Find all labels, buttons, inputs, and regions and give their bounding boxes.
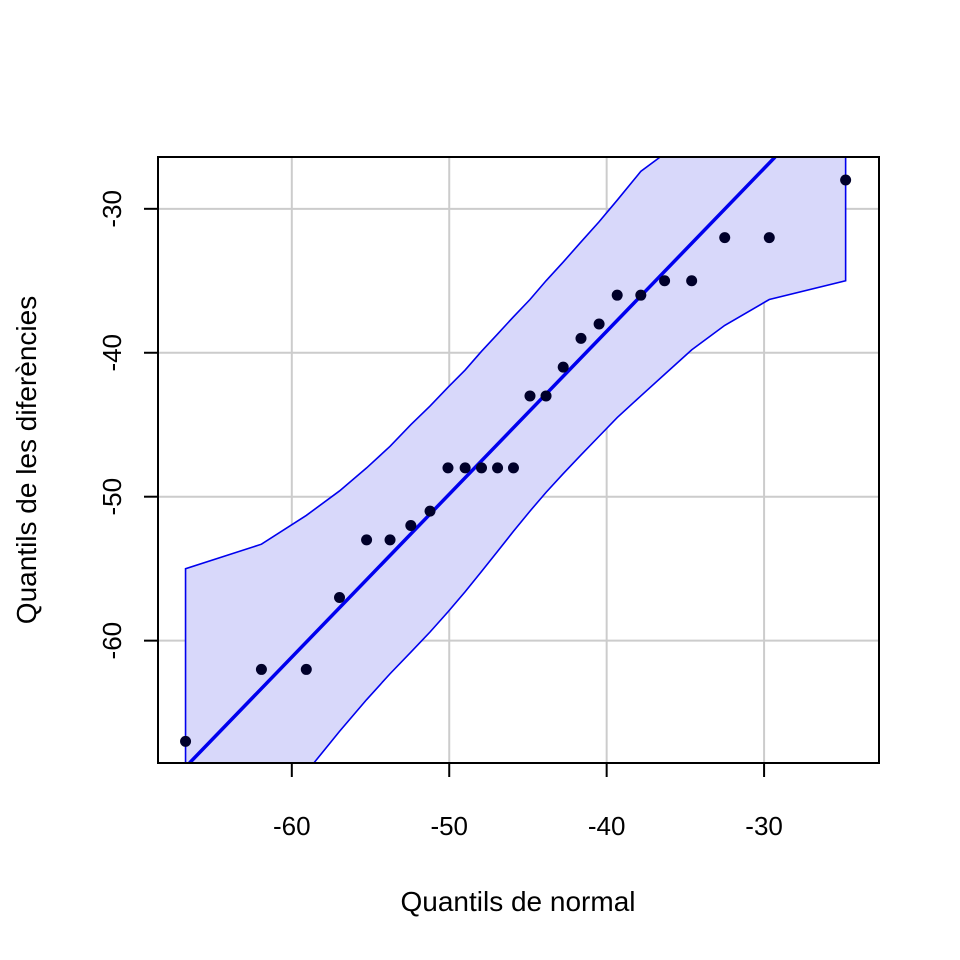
band-upper-line [184, 157, 661, 763]
confidence-band [184, 157, 847, 763]
y-tick-label-2: -40 [97, 334, 127, 372]
x-axis-title: Quantils de normal [400, 886, 635, 917]
reference-line-group [188, 157, 777, 763]
data-point-11 [492, 462, 504, 474]
data-point-8 [442, 462, 454, 474]
data-point-7 [424, 505, 436, 517]
data-point-16 [575, 332, 587, 344]
x-axis: -60 -50 -40 -30 [273, 762, 783, 841]
data-point-13 [524, 390, 536, 402]
data-point-15 [557, 361, 569, 373]
data-point-5 [384, 534, 396, 546]
data-point-23 [763, 232, 775, 244]
data-point-3 [334, 591, 346, 603]
x-tick-label-2: -40 [588, 811, 626, 841]
reference-line [188, 157, 777, 763]
x-tick-label-3: -30 [745, 811, 783, 841]
data-point-18 [611, 289, 623, 301]
data-point-6 [405, 519, 417, 531]
data-point-14 [540, 390, 552, 402]
y-tick-label-1: -50 [97, 478, 127, 516]
data-point-22 [719, 232, 731, 244]
data-point-10 [476, 462, 488, 474]
band-fill [185, 157, 846, 763]
data-point-0 [180, 735, 192, 747]
data-points [180, 174, 852, 747]
x-tick-label-0: -60 [273, 811, 311, 841]
data-point-20 [659, 275, 671, 287]
x-tick-label-1: -50 [430, 811, 468, 841]
data-point-12 [507, 462, 519, 474]
data-point-2 [300, 663, 312, 675]
y-tick-label-0: -60 [97, 622, 127, 660]
data-point-1 [255, 663, 267, 675]
band-lower-line [313, 157, 847, 763]
data-point-4 [361, 534, 373, 546]
y-axis: -60 -50 -40 -30 [97, 190, 159, 660]
data-point-17 [593, 318, 605, 330]
data-point-19 [635, 289, 647, 301]
data-point-21 [686, 275, 698, 287]
data-point-24 [840, 174, 852, 186]
y-axis-title: Quantils de les diferències [11, 296, 42, 624]
y-tick-label-3: -30 [97, 190, 127, 228]
data-point-9 [459, 462, 471, 474]
